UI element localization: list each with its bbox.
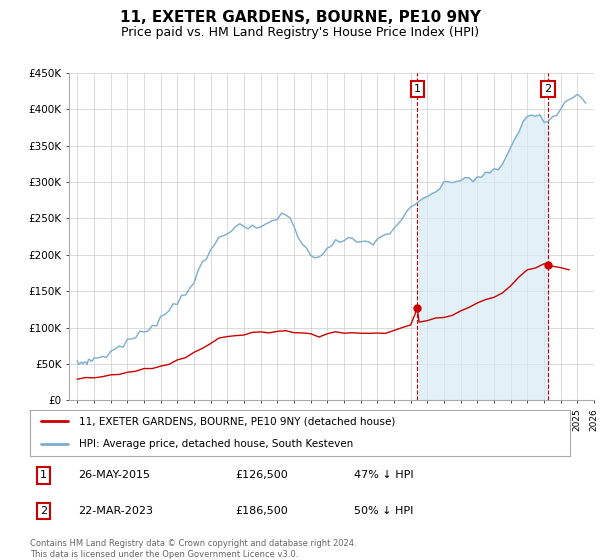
Text: 50% ↓ HPI: 50% ↓ HPI [354,506,413,516]
Text: 1: 1 [40,470,47,480]
Text: 11, EXETER GARDENS, BOURNE, PE10 9NY: 11, EXETER GARDENS, BOURNE, PE10 9NY [119,10,481,25]
Text: HPI: Average price, detached house, South Kesteven: HPI: Average price, detached house, Sout… [79,439,353,449]
Text: 2: 2 [545,84,552,94]
Text: 1: 1 [414,84,421,94]
Text: £126,500: £126,500 [235,470,288,480]
Text: 2: 2 [40,506,47,516]
Text: 11, EXETER GARDENS, BOURNE, PE10 9NY (detached house): 11, EXETER GARDENS, BOURNE, PE10 9NY (de… [79,416,395,426]
Text: Price paid vs. HM Land Registry's House Price Index (HPI): Price paid vs. HM Land Registry's House … [121,26,479,39]
Text: £186,500: £186,500 [235,506,288,516]
Text: 26-MAY-2015: 26-MAY-2015 [79,470,151,480]
Text: 47% ↓ HPI: 47% ↓ HPI [354,470,413,480]
Text: 22-MAR-2023: 22-MAR-2023 [79,506,154,516]
Text: Contains HM Land Registry data © Crown copyright and database right 2024.
This d: Contains HM Land Registry data © Crown c… [30,539,356,559]
